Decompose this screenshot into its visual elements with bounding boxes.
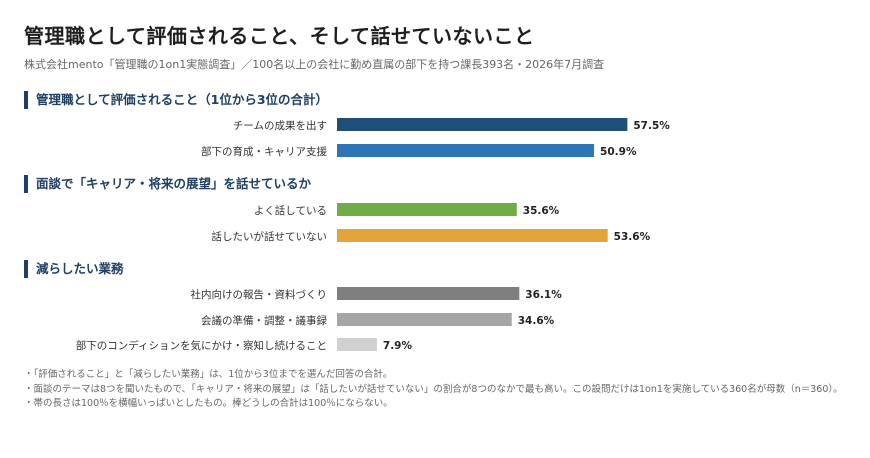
bar-value-label: 34.6% <box>518 315 555 327</box>
section-heading-career-talk: 面談で「キャリア・将来の展望」を話せているか <box>24 175 311 193</box>
bar <box>337 313 512 326</box>
footnotes: ・「評価されること」と「減らしたい業務」は、1位から3位までを選んだ回答の合計。… <box>24 368 854 412</box>
bar-value-label: 53.6% <box>614 231 651 243</box>
bar-category-label: 社内向けの報告・資料づくり <box>191 288 328 301</box>
bar <box>337 229 608 242</box>
section-heading-reduce-tasks: 減らしたい業務 <box>24 260 124 278</box>
bar-value-label: 7.9% <box>383 340 413 352</box>
bar-value-label: 35.6% <box>523 205 560 217</box>
bar-category-label: 話したいが話せていない <box>212 230 328 243</box>
bar-category-label: 部下の育成・キャリア支援 <box>201 145 327 158</box>
bar <box>337 144 595 157</box>
footnote-3: ・帯の長さは100％を横幅いっぱいとしたもの。棒どうしの合計は100％にならない… <box>24 398 393 409</box>
bar-value-label: 57.5% <box>633 120 670 132</box>
bar-value-label: 36.1% <box>525 289 562 301</box>
footnote-2: ・面談のテーマは8つを聞いたもので、「キャリア・将来の展望」は「話したいが話せて… <box>24 383 843 395</box>
section-heading-evaluation: 管理職として評価されること（1位から3位の合計） <box>24 91 328 109</box>
bar <box>337 338 377 351</box>
bar <box>337 203 517 216</box>
chart-subtitle: 株式会社mento「管理職の1on1実態調査」／100名以上の会社に勤め直属の部… <box>24 58 605 71</box>
bar-category-label: チームの成果を出す <box>233 119 327 132</box>
bar <box>337 118 628 131</box>
bar-category-label: 部下のコンディションを気にかけ・察知し続けること <box>76 339 327 352</box>
bar <box>337 287 520 300</box>
bar-category-label: よく話している <box>254 204 327 217</box>
bar-category-label: 会議の準備・調整・議事録 <box>201 314 327 327</box>
bar-chart: チームの成果を出す 57.5% 部下の育成・キャリア支援 50.9% よく話している 35… <box>76 118 670 352</box>
bar-value-label: 50.9% <box>600 146 637 158</box>
chart-title: 管理職として評価されること、そして話せていないこと <box>24 24 535 48</box>
footnote-1: ・「評価されること」と「減らしたい業務」は、1位から3位までを選んだ回答の合計。 <box>24 369 393 380</box>
